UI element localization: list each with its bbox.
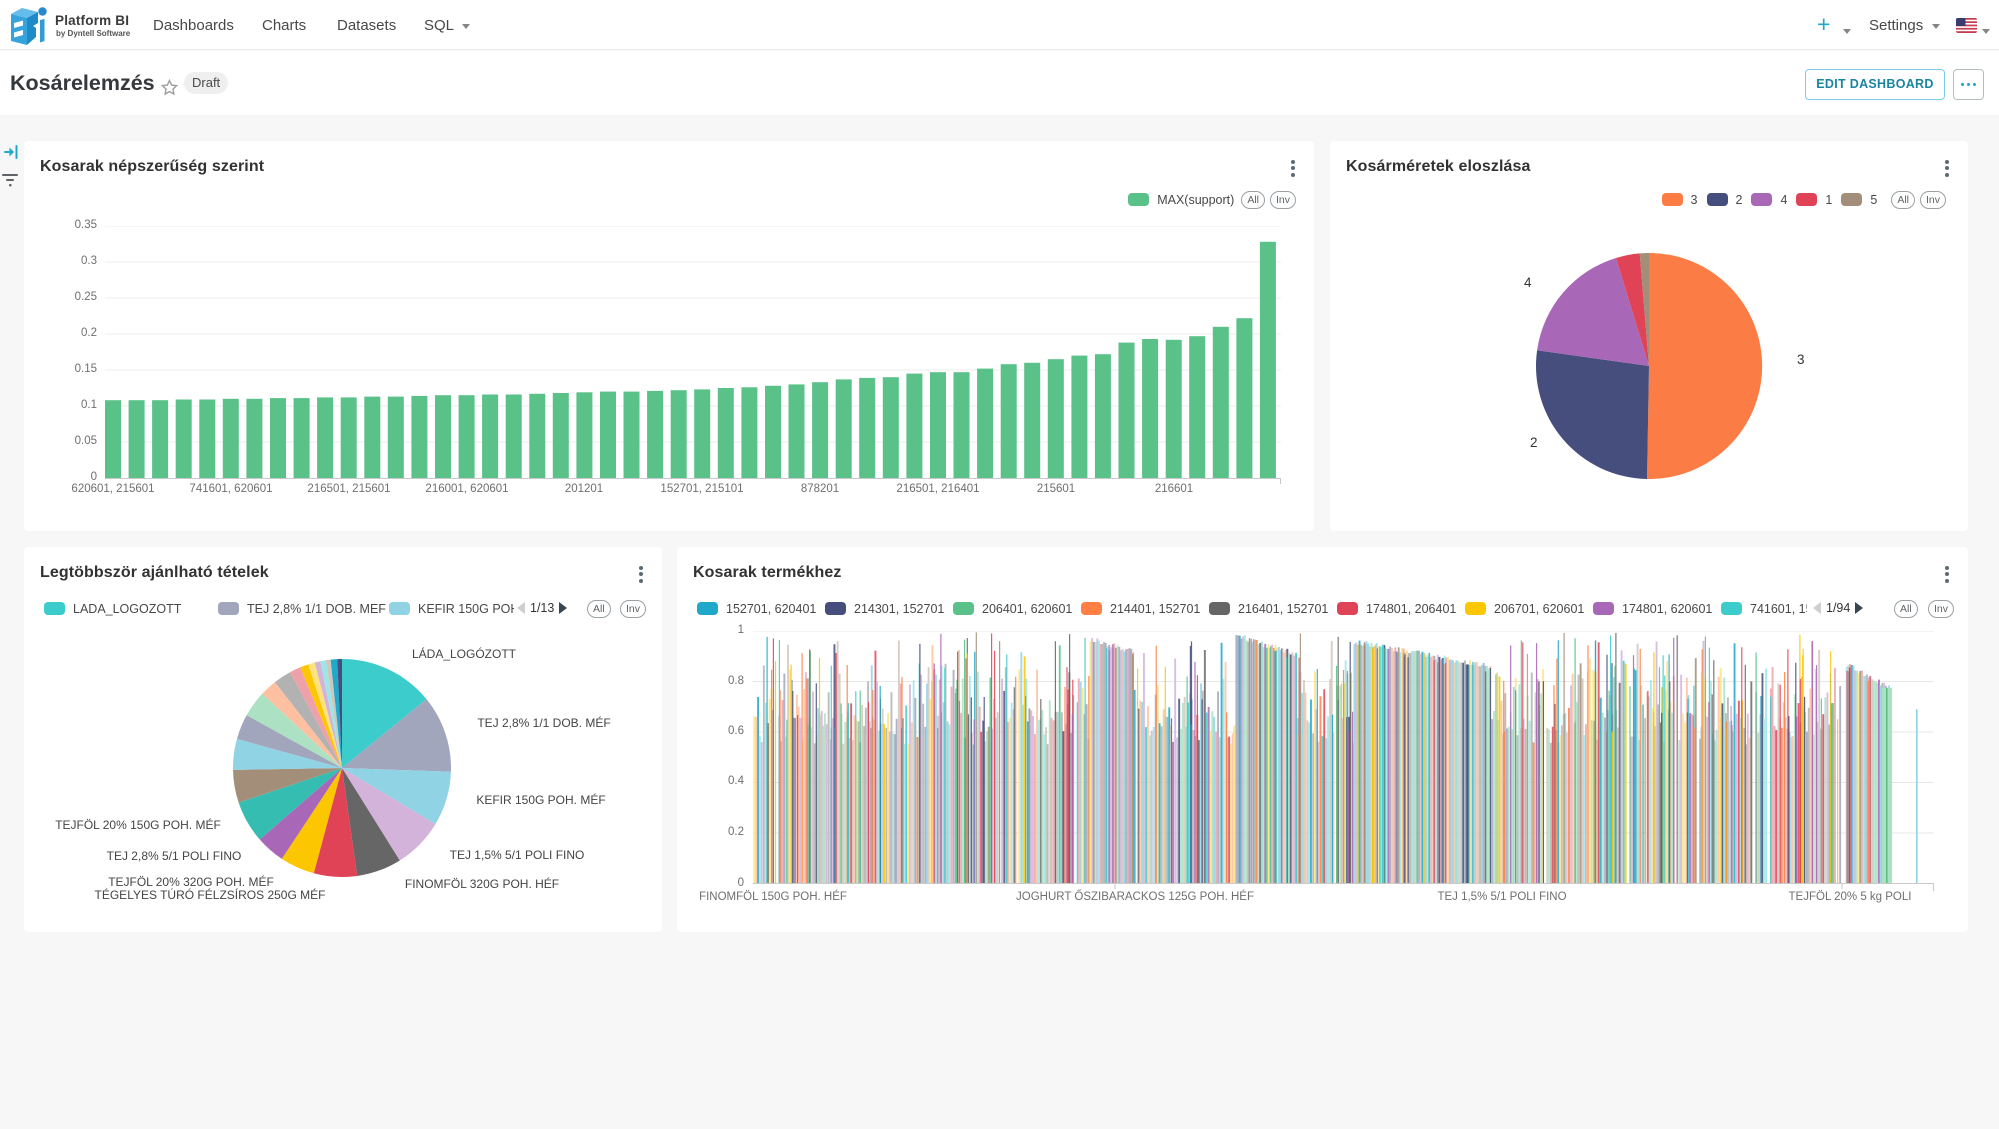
svg-text:4: 4: [1524, 275, 1532, 290]
svg-text:TÉGELYES TÚRÓ FÉLZSÍROS 250G M: TÉGELYES TÚRÓ FÉLZSÍROS 250G MÉF: [95, 887, 326, 902]
svg-text:TEJ 2,8% 5/1 POLI FINO: TEJ 2,8% 5/1 POLI FINO: [107, 849, 242, 863]
svg-text:FINOMFÖL 320G POH. HÉF: FINOMFÖL 320G POH. HÉF: [405, 876, 559, 891]
svg-text:TEJFÖL 20% 150G POH. MÉF: TEJFÖL 20% 150G POH. MÉF: [55, 817, 221, 832]
svg-text:LÁDA_LOGÓZOTT: LÁDA_LOGÓZOTT: [412, 646, 517, 661]
svg-text:TEJFÖL 20% 320G POH. MÉF: TEJFÖL 20% 320G POH. MÉF: [108, 874, 274, 889]
svg-text:TEJ 2,8% 1/1 DOB. MÉF: TEJ 2,8% 1/1 DOB. MÉF: [477, 715, 610, 730]
svg-text:TEJ 1,5% 5/1 POLI FINO: TEJ 1,5% 5/1 POLI FINO: [450, 848, 585, 862]
svg-text:KEFIR 150G POH. MÉF: KEFIR 150G POH. MÉF: [476, 792, 605, 807]
svg-text:3: 3: [1797, 352, 1805, 367]
svg-text:2: 2: [1530, 435, 1538, 450]
